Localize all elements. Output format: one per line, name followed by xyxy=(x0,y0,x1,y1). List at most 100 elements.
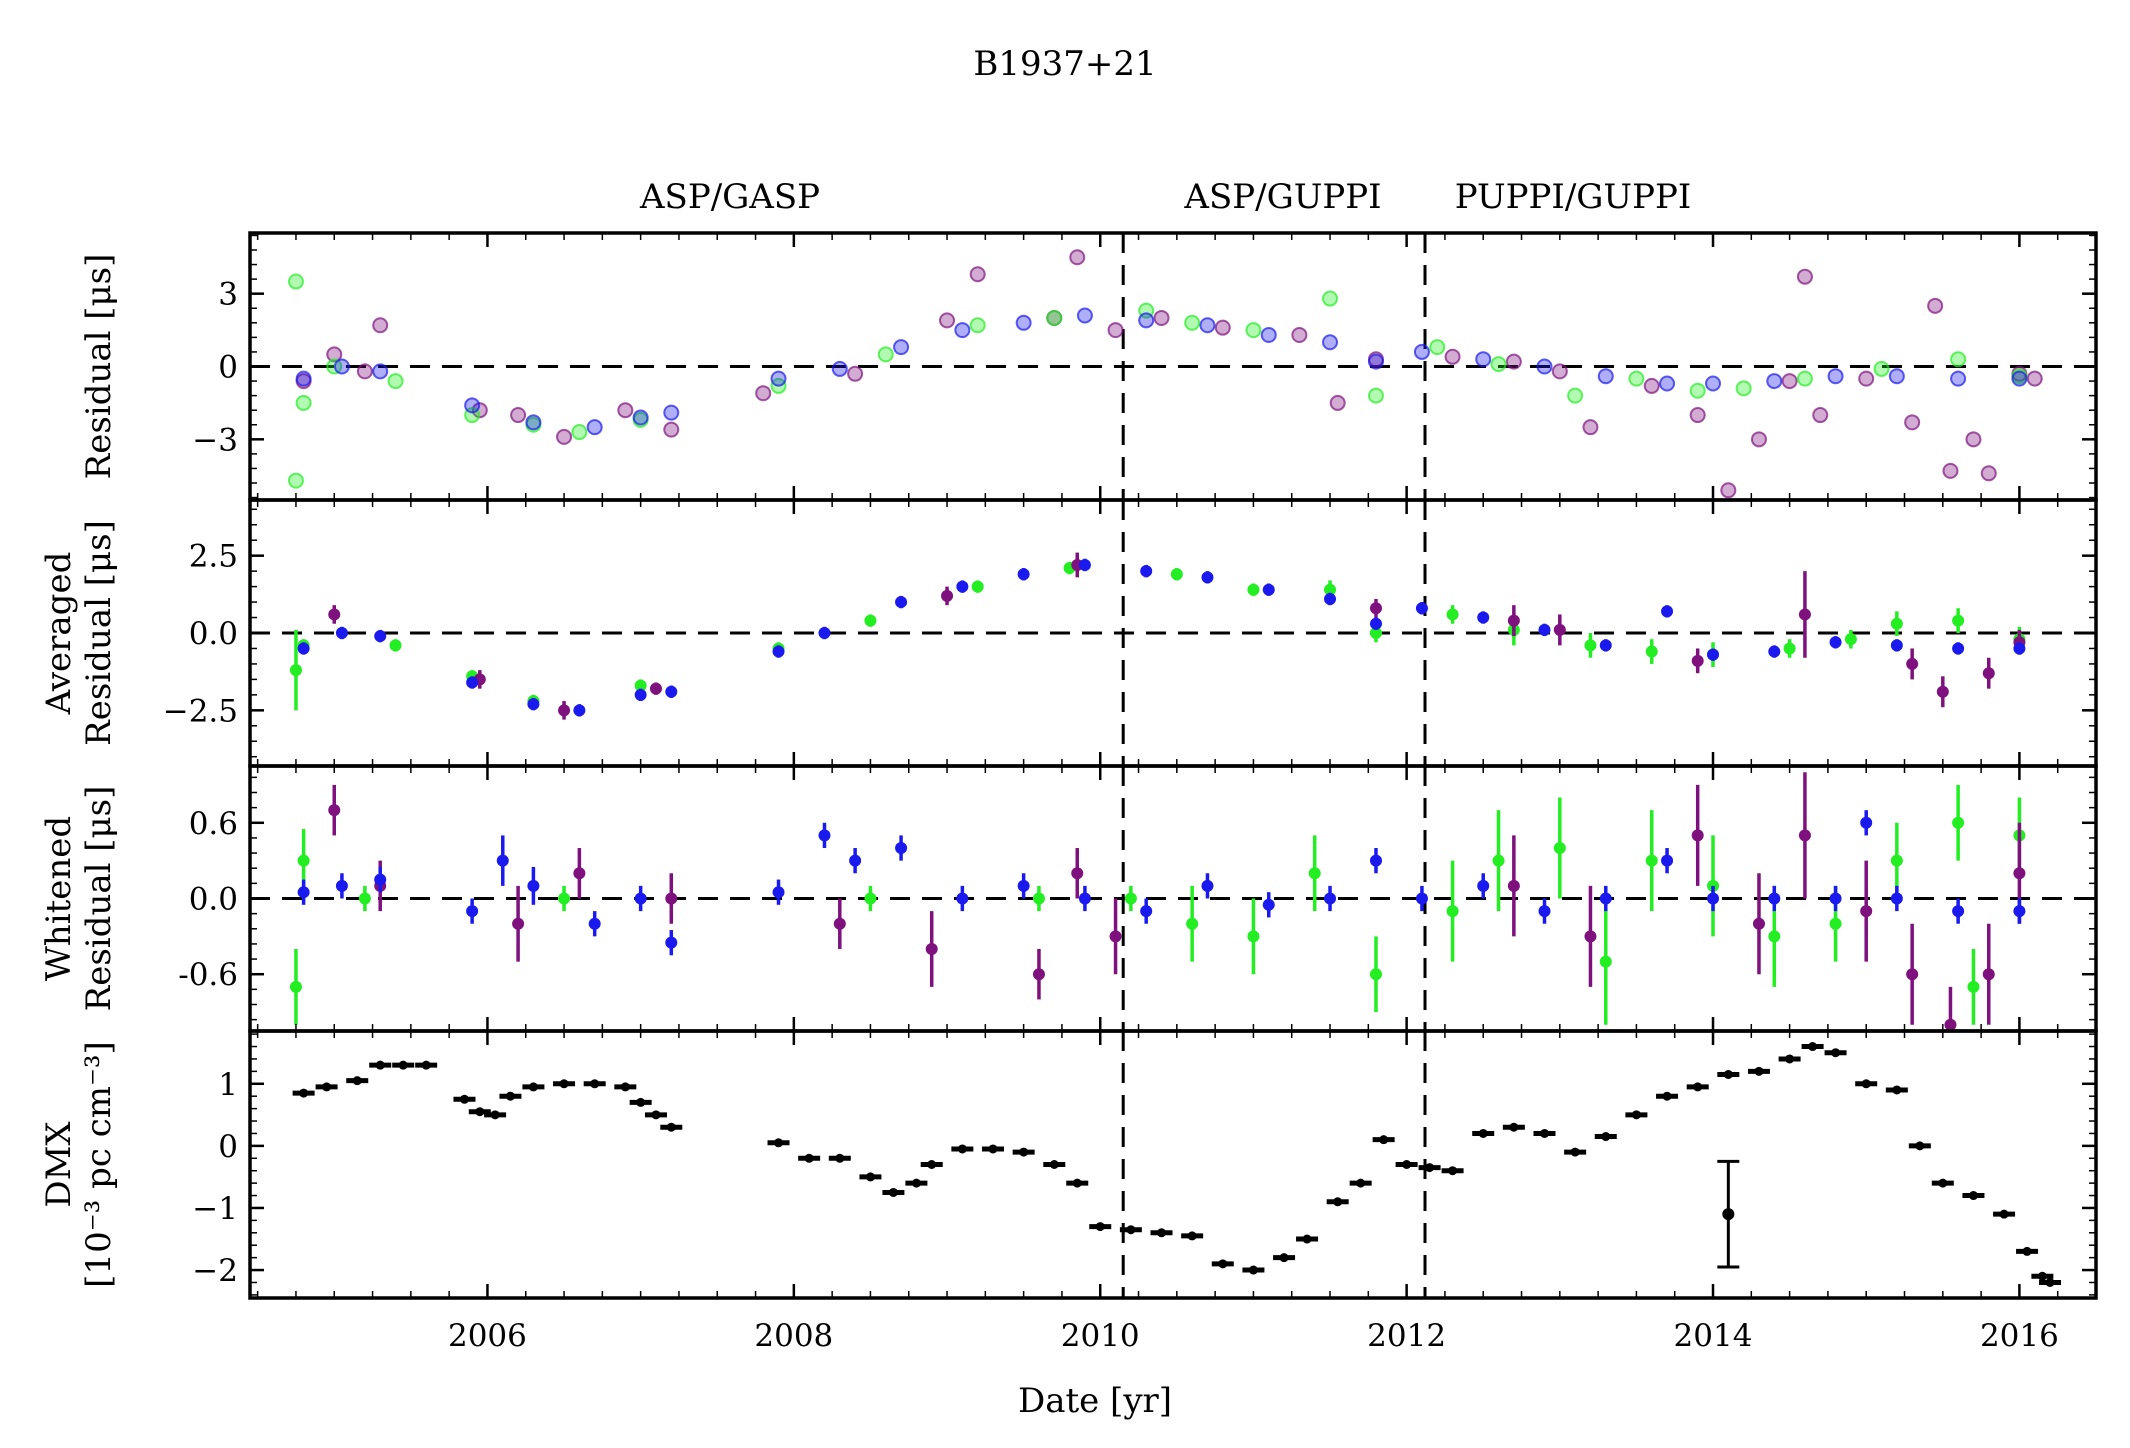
data-point xyxy=(1505,353,1522,370)
data-point xyxy=(1860,816,1873,829)
data-point xyxy=(1942,462,1959,479)
data-point xyxy=(2026,370,2043,387)
data-point xyxy=(2013,905,2026,918)
data-point xyxy=(1982,968,1995,981)
data-point xyxy=(1967,980,1980,993)
data-point xyxy=(1705,375,1722,392)
data-point xyxy=(1735,380,1752,397)
data-point xyxy=(475,1107,485,1117)
data-point xyxy=(1906,657,1919,670)
data-point xyxy=(510,407,527,424)
data-point xyxy=(1599,639,1612,652)
data-point xyxy=(1570,1147,1580,1157)
data-point xyxy=(1980,465,1997,482)
era-label: ASP/GASP xyxy=(639,177,820,217)
data-point xyxy=(490,1110,500,1120)
data-point xyxy=(831,360,848,377)
data-point xyxy=(864,614,877,627)
y-axis-label: [10⁻³ pc cm⁻³] xyxy=(79,1041,119,1288)
data-point xyxy=(1157,1228,1167,1238)
data-point xyxy=(1140,565,1153,578)
data-point xyxy=(651,1110,661,1120)
data-point xyxy=(1768,892,1781,905)
data-point xyxy=(1322,290,1339,307)
data-point xyxy=(1796,268,1813,285)
data-point xyxy=(1078,892,1091,905)
data-point xyxy=(1597,368,1614,385)
data-point xyxy=(956,892,969,905)
data-point xyxy=(1927,297,1944,314)
data-point xyxy=(1367,387,1384,404)
data-point xyxy=(1214,319,1231,336)
panel-averaged: −2.5 0.0 2.5 Averaged Residual [μs] xyxy=(39,498,2098,768)
data-point xyxy=(772,886,785,899)
data-point xyxy=(1329,394,1346,411)
data-point xyxy=(1095,1222,1105,1232)
data-point xyxy=(1076,307,1093,324)
data-point xyxy=(573,704,586,717)
data-point xyxy=(289,980,302,993)
data-point xyxy=(865,1172,875,1182)
data-point xyxy=(1324,583,1337,596)
data-point xyxy=(1369,854,1382,867)
data-point xyxy=(1553,623,1566,636)
data-point xyxy=(1126,1225,1136,1235)
data-point xyxy=(1153,309,1170,326)
data-point xyxy=(590,1079,600,1089)
data-point xyxy=(328,608,341,621)
era-label: ASP/GUPPI xyxy=(1183,177,1381,217)
data-point xyxy=(1661,605,1674,618)
data-point xyxy=(1477,611,1490,624)
data-point xyxy=(1829,917,1842,930)
panel-frame xyxy=(248,1029,2098,1300)
data-point xyxy=(375,1060,385,1070)
data-point xyxy=(663,421,680,438)
data-point xyxy=(398,1060,408,1070)
data-point xyxy=(1507,879,1520,892)
data-point xyxy=(1356,1178,1366,1188)
data-point xyxy=(1507,614,1520,627)
data-point xyxy=(1829,636,1842,649)
data-point xyxy=(295,370,312,387)
data-point xyxy=(1781,373,1798,390)
data-point xyxy=(1032,968,1045,981)
data-point xyxy=(1890,892,1903,905)
data-point xyxy=(1950,370,1967,387)
data-point xyxy=(326,346,343,363)
y-tick-label: 0 xyxy=(218,350,238,386)
data-point xyxy=(295,394,312,411)
data-point xyxy=(1069,249,1086,266)
data-point xyxy=(1965,431,1982,448)
data-point xyxy=(634,688,647,701)
data-point xyxy=(818,829,831,842)
data-point xyxy=(1720,482,1737,499)
y-tick-label: 2.5 xyxy=(189,539,238,575)
data-point xyxy=(1369,617,1382,630)
data-point xyxy=(1599,955,1612,968)
data-point xyxy=(1071,867,1084,880)
data-point xyxy=(620,1082,630,1092)
panel-residual-marks xyxy=(250,233,2096,500)
data-point xyxy=(1861,1079,1871,1089)
data-point xyxy=(335,627,348,639)
data-point xyxy=(636,1097,646,1107)
data-point xyxy=(2013,867,2026,880)
data-point xyxy=(1766,373,1783,390)
data-point xyxy=(1109,930,1122,943)
data-point xyxy=(287,273,304,290)
y-axis-label: Residual [μs] xyxy=(79,786,119,1012)
data-point xyxy=(663,404,680,421)
data-point xyxy=(939,312,956,329)
data-point xyxy=(335,879,348,892)
data-point xyxy=(374,873,387,886)
data-point xyxy=(588,917,601,930)
data-point xyxy=(665,685,678,698)
data-point xyxy=(1333,1197,1343,1207)
data-point xyxy=(322,1082,332,1092)
data-point xyxy=(1539,1128,1549,1138)
panel-whitened: -0.6 0.0 0.6 Whitened Residual [μs] xyxy=(39,764,2098,1033)
data-point xyxy=(772,645,785,658)
data-point xyxy=(1844,633,1857,646)
representative-error-bar xyxy=(1717,1159,1740,1269)
